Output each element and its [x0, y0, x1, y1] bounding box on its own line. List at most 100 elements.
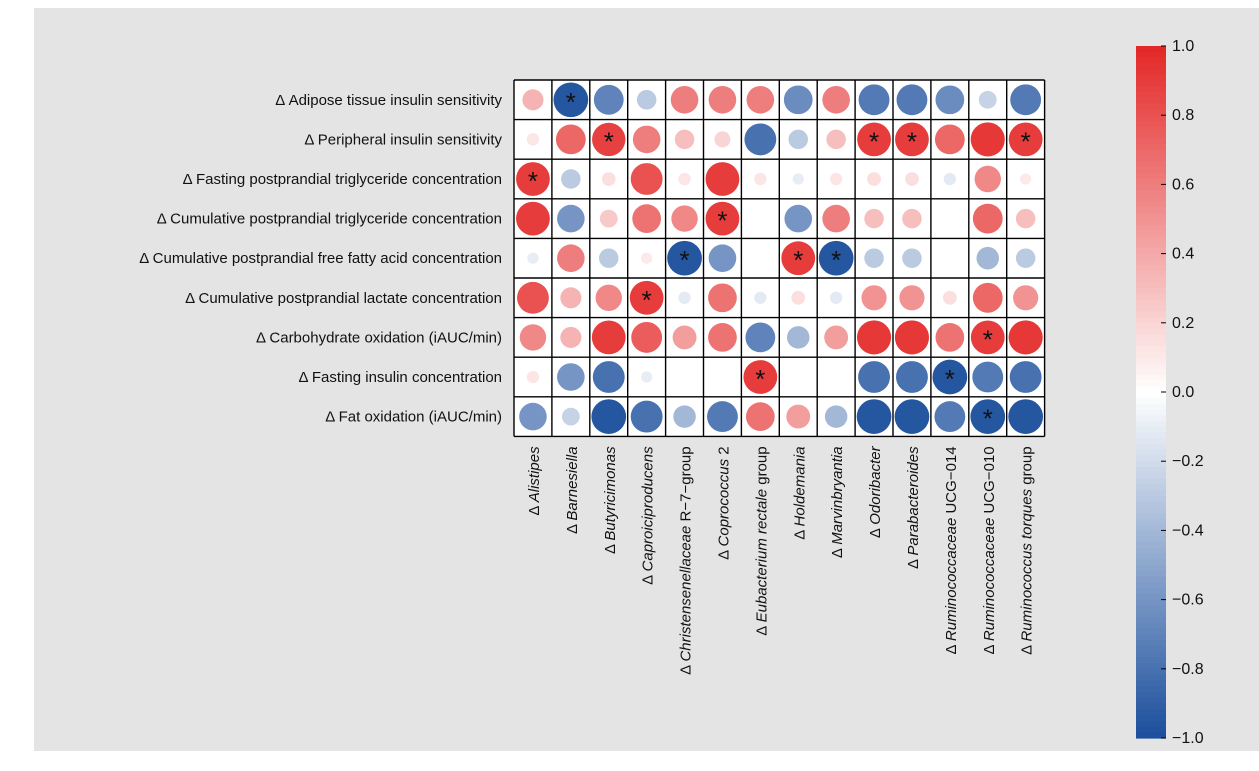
colorbar-segment: [1136, 386, 1166, 393]
colorbar-segment: [1136, 415, 1166, 422]
cell-circle-r2-c5: [705, 162, 740, 196]
cell-circle-r3-c0: [516, 201, 550, 236]
significance-marker-r7-c6: *: [755, 364, 765, 394]
colorbar-segment: [1136, 282, 1166, 289]
significance-marker-r7-c11: *: [945, 364, 955, 394]
colorbar-segment: [1136, 392, 1166, 399]
colorbar-segment: [1136, 195, 1166, 203]
colorbar-segment: [1136, 438, 1166, 445]
colorbar-segment: [1136, 432, 1166, 439]
colorbar-segment: [1136, 207, 1166, 214]
cell-circle-r7-c2: [592, 361, 625, 393]
colorbar-segment: [1136, 126, 1166, 134]
colorbar-segment: [1136, 242, 1166, 249]
colorbar-segment: [1136, 622, 1166, 630]
cell-circle-r4-c4: [667, 240, 702, 276]
colorbar-segment: [1136, 345, 1166, 353]
cell-circle-r3-c2: [599, 209, 618, 228]
cell-circle-r5-c4: [678, 291, 691, 304]
cell-circle-r1-c7: [788, 129, 809, 150]
cell-circle-r2-c12: [974, 165, 1001, 193]
colorbar-segment: [1136, 328, 1166, 335]
heatmap-cells: * * * * * * * * * * * * * * *: [513, 79, 1046, 438]
colorbar: −1.0 −0.8 −0.6 −0.4 −0.2 0.0 0.2 0.4 0.6 0.8 1.0: [1136, 38, 1204, 747]
cell-circle-r4-c13: [1015, 248, 1036, 268]
cell-circle-r8-c6: [745, 402, 775, 431]
colorbar-segment: [1136, 490, 1166, 497]
colorbar-segment: [1136, 115, 1166, 122]
cell-circle-r0-c10: [896, 84, 928, 116]
cell-circle-r7-c11: [932, 359, 968, 395]
cell-circle-r0-c4: [670, 86, 699, 114]
colorbar-segment: [1136, 472, 1166, 480]
cell-circle-r2-c4: [678, 172, 691, 186]
colorbar-segment: [1136, 570, 1166, 578]
cell-circle-r6-c0: [519, 324, 547, 351]
colorbar-segment: [1136, 184, 1166, 191]
cell-circle-r2-c0: [516, 162, 550, 196]
colorbar-segment: [1136, 92, 1166, 99]
cell-circle-r7-c9: [858, 361, 890, 393]
cell-circle-r6-c13: [1008, 320, 1043, 355]
cell-circle-r2-c7: [792, 173, 804, 185]
colorbar-segment: [1136, 611, 1166, 618]
cell-circle-r7-c12: [972, 361, 1004, 393]
colorbar-segment: [1136, 351, 1166, 358]
cell-circle-r3-c9: [864, 208, 884, 229]
column-label-7: Δ Holdemania: [791, 446, 808, 539]
cell-circle-r5-c5: [708, 283, 737, 313]
colorbar-segment: [1136, 120, 1166, 128]
cell-circle-r4-c2: [598, 248, 619, 268]
significance-marker-r3-c5: *: [717, 206, 727, 236]
colorbar-segment: [1136, 420, 1166, 428]
cell-circle-r3-c4: [671, 205, 698, 232]
cell-circle-r8-c13: [1008, 399, 1044, 434]
cell-circle-r3-c7: [784, 204, 813, 233]
cell-circle-r6-c4: [672, 325, 697, 350]
cell-circle-r4-c12: [976, 246, 1000, 270]
cell-circle-r3-c1: [557, 204, 585, 233]
cell-circle-r5-c2: [595, 284, 622, 312]
colorbar-segment: [1136, 513, 1166, 520]
cell-circle-r5-c1: [560, 287, 582, 309]
cell-circle-r7-c13: [1009, 361, 1042, 393]
colorbar-segment: [1136, 109, 1166, 116]
colorbar-tick-label-3: −0.4: [1172, 522, 1204, 539]
column-label-8: Δ Marvinbryantia: [829, 446, 846, 558]
cell-circle-r5-c12: [972, 282, 1003, 313]
colorbar-segment: [1136, 374, 1166, 382]
row-label-8: Δ Fat oxidation (iAUC/min): [325, 409, 502, 426]
colorbar-segment: [1136, 588, 1166, 595]
colorbar-segment: [1136, 559, 1166, 566]
row-labels: Δ Adipose tissue insulin sensitivity Δ Pe…: [139, 92, 502, 426]
colorbar-tick-label-10: 1.0: [1172, 38, 1194, 55]
colorbar-segment: [1136, 219, 1166, 226]
colorbar-segment: [1136, 703, 1166, 710]
cell-circle-r2-c8: [829, 172, 843, 186]
colorbar-segment: [1136, 593, 1166, 601]
cell-circle-r8-c7: [786, 404, 811, 429]
cell-circle-r7-c10: [896, 361, 928, 393]
colorbar-tick-label-9: 0.8: [1172, 107, 1194, 124]
cell-circle-r1-c10: [895, 122, 929, 157]
colorbar-segment: [1136, 616, 1166, 624]
cell-circle-r0-c6: [746, 86, 775, 114]
colorbar-segment: [1136, 674, 1166, 681]
cell-circle-r2-c10: [905, 172, 919, 186]
colorbar-segment: [1136, 276, 1166, 284]
cell-circle-r5-c8: [829, 291, 843, 304]
column-label-10: Δ Parabacteroides: [905, 446, 922, 569]
column-label-3: Δ Caproiciproducens: [640, 446, 657, 585]
cell-circle-r5-c13: [1013, 285, 1039, 311]
colorbar-segment: [1136, 495, 1166, 503]
colorbar-segment: [1136, 161, 1166, 168]
colorbar-segment: [1136, 155, 1166, 162]
colorbar-segment: [1136, 518, 1166, 526]
colorbar-segment: [1136, 478, 1166, 485]
colorbar-segment: [1136, 97, 1166, 105]
colorbar-segment: [1136, 720, 1166, 728]
colorbar-segment: [1136, 553, 1166, 560]
cell-circle-r4-c5: [708, 244, 737, 272]
colorbar-segment: [1136, 461, 1166, 468]
colorbar-segment: [1136, 686, 1166, 693]
